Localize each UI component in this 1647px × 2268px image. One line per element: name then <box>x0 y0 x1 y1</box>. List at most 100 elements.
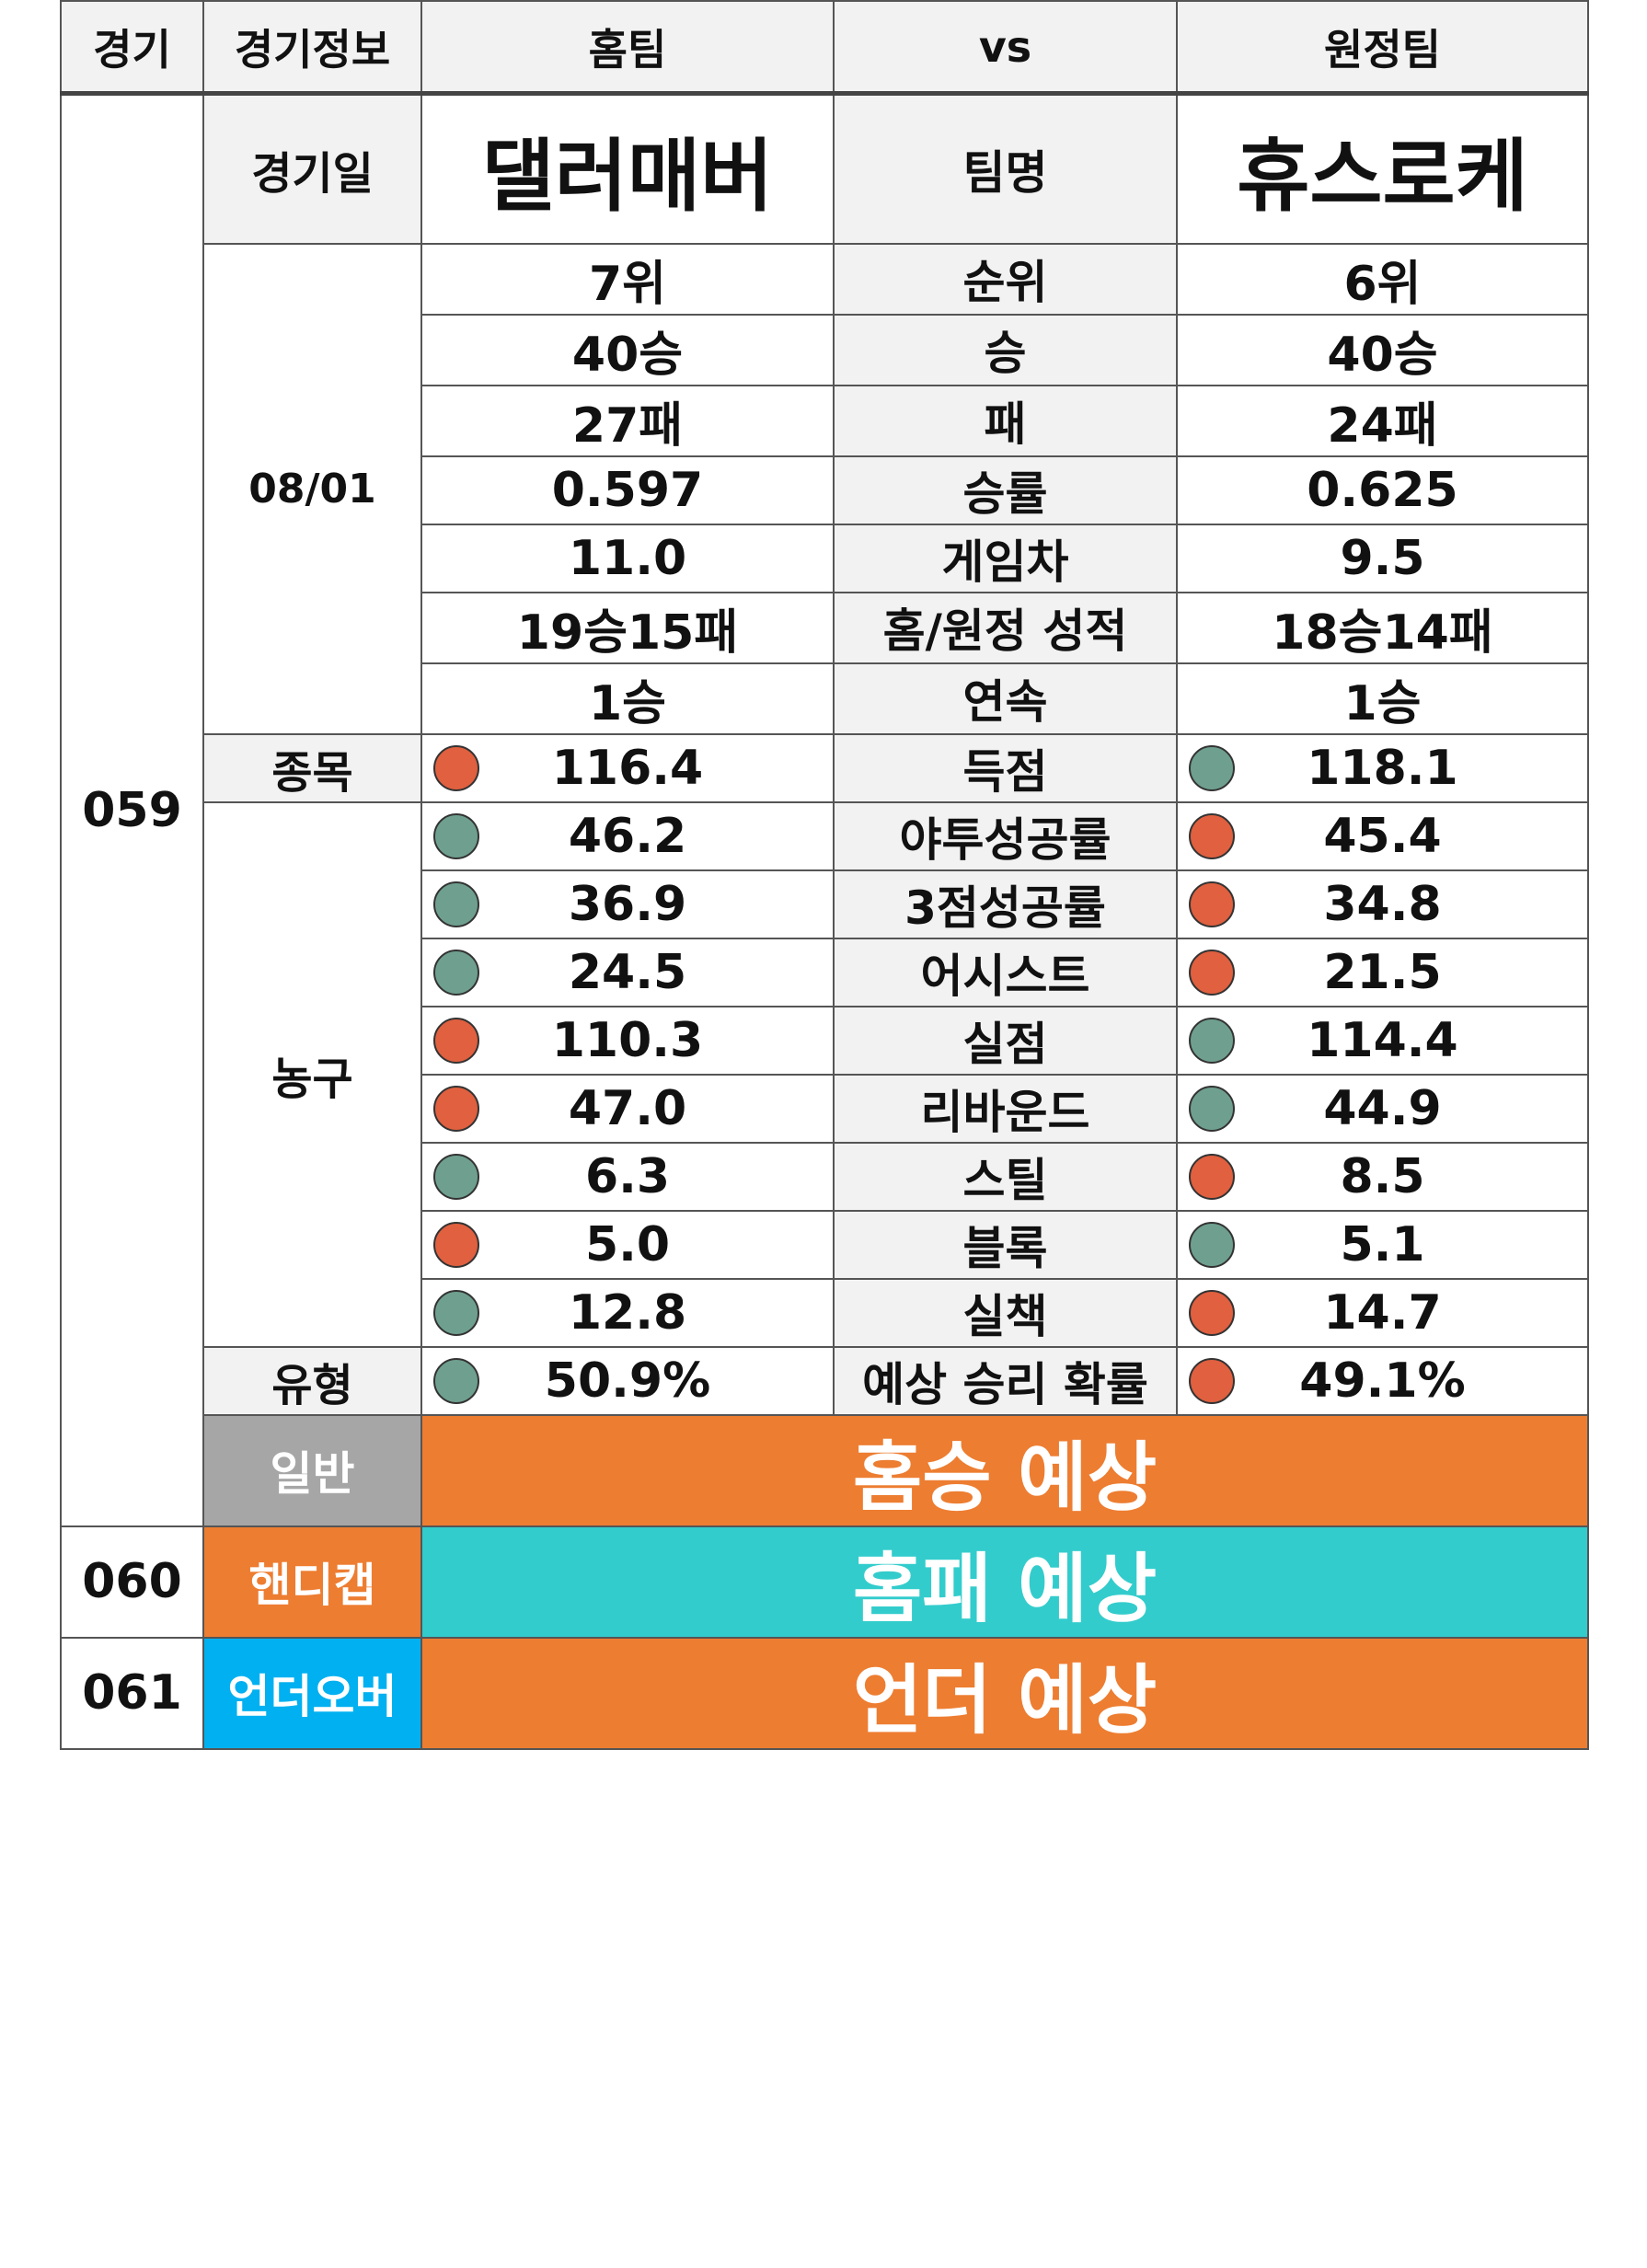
record-row: 0.597 승률 0.625 <box>61 455 1589 525</box>
red-dot-icon <box>1189 1357 1235 1404</box>
stat-row: 110.3 실점 114.4 <box>61 1005 1589 1076</box>
stat-away-cell: 34.8 <box>1176 869 1589 939</box>
stat-away-value: 14.7 <box>1323 1284 1442 1341</box>
green-dot-icon <box>433 881 479 927</box>
header-home: 홈팀 <box>420 0 835 96</box>
stat-label: 예상 승리 확률 <box>833 1345 1178 1416</box>
stat-home-value: 110.3 <box>551 1012 704 1068</box>
red-dot-icon <box>1189 1153 1235 1200</box>
record-away-value: 6위 <box>1176 242 1589 316</box>
record-label: 게임차 <box>833 523 1178 593</box>
stat-label: 실책 <box>833 1277 1178 1348</box>
record-row: 27패 패 24패 <box>61 384 1589 457</box>
game-number: 060 <box>60 1525 204 1639</box>
stat-home-cell: 46.2 <box>420 800 835 871</box>
stat-home-cell: 116.4 <box>420 732 835 803</box>
red-dot-icon <box>1189 1289 1235 1336</box>
stat-label: 블록 <box>833 1209 1178 1280</box>
record-row: 11.0 게임차 9.5 <box>61 523 1589 593</box>
stat-home-cell: 50.9% <box>420 1345 835 1416</box>
stat-row: 농구 46.2 야투성공률 45.4 <box>61 800 1589 1348</box>
green-dot-icon <box>433 812 479 859</box>
stat-home-value: 47.0 <box>568 1080 687 1136</box>
prediction-result: 홈승 예상 <box>420 1413 1589 1527</box>
record-home-value: 40승 <box>420 313 835 386</box>
record-home-value: 27패 <box>420 384 835 457</box>
record-home-value: 0.597 <box>420 455 835 525</box>
record-away-value: 24패 <box>1176 384 1589 457</box>
red-dot-icon <box>1189 812 1235 859</box>
stat-away-value: 5.1 <box>1340 1216 1425 1272</box>
stat-away-value: 21.5 <box>1323 944 1442 1000</box>
stat-row: 종목 116.4 득점 118.1 <box>61 732 1589 803</box>
stat-row: 12.8 실책 14.7 <box>61 1277 1589 1348</box>
record-home-value: 19승15패 <box>420 591 835 664</box>
red-dot-icon <box>433 1085 479 1132</box>
red-dot-icon <box>433 1221 479 1268</box>
stat-home-cell: 110.3 <box>420 1005 835 1076</box>
stat-home-value: 116.4 <box>551 740 704 796</box>
stat-away-cell: 14.7 <box>1176 1277 1589 1348</box>
stat-away-cell: 5.1 <box>1176 1209 1589 1280</box>
stat-home-cell: 47.0 <box>420 1073 835 1144</box>
prediction-row: 061 언더오버 언더 예상 <box>60 1636 1589 1750</box>
green-dot-icon <box>433 949 479 996</box>
green-dot-icon <box>433 1289 479 1336</box>
record-away-value: 18승14패 <box>1176 591 1589 664</box>
record-away-value: 0.625 <box>1176 455 1589 525</box>
game-number: 061 <box>60 1636 204 1750</box>
stat-away-value: 49.1% <box>1299 1353 1466 1409</box>
header-row: 경기 경기정보 홈팀 vs 원정팀 <box>60 0 1589 96</box>
green-dot-icon <box>433 1357 479 1404</box>
record-home-value: 7위 <box>420 242 835 316</box>
stat-away-value: 118.1 <box>1307 740 1458 796</box>
stat-label: 득점 <box>833 732 1178 803</box>
stat-away-cell: 21.5 <box>1176 937 1589 1007</box>
green-dot-icon <box>1189 1017 1235 1064</box>
match-analysis-table: 경기 경기정보 홈팀 vs 원정팀 059 경기일 댈러매버 팀명 휴스로케 0… <box>60 0 1589 1750</box>
prediction-result: 언더 예상 <box>420 1636 1589 1750</box>
stat-away-value: 34.8 <box>1323 876 1442 932</box>
stat-home-value: 12.8 <box>568 1284 687 1341</box>
record-label: 연속 <box>833 662 1178 735</box>
stat-label: 어시스트 <box>833 937 1178 1007</box>
stat-label: 실점 <box>833 1005 1178 1076</box>
match-date: 08/01 <box>202 242 422 735</box>
green-dot-icon <box>1189 1221 1235 1268</box>
sport-value: 농구 <box>202 800 422 1348</box>
stat-home-cell: 36.9 <box>420 869 835 939</box>
stat-home-value: 24.5 <box>568 944 687 1000</box>
record-row: 40승 승 40승 <box>61 313 1589 386</box>
stat-home-value: 46.2 <box>568 808 687 864</box>
stat-away-value: 45.4 <box>1323 808 1442 864</box>
stat-home-value: 6.3 <box>584 1148 671 1204</box>
record-home-value: 11.0 <box>420 523 835 593</box>
green-dot-icon <box>1189 1085 1235 1132</box>
date-label: 경기일 <box>202 92 422 245</box>
record-label: 순위 <box>833 242 1178 316</box>
red-dot-icon <box>1189 949 1235 996</box>
stat-away-value: 114.4 <box>1307 1012 1458 1068</box>
stat-row: 6.3 스틸 8.5 <box>61 1141 1589 1212</box>
stat-home-cell: 6.3 <box>420 1141 835 1212</box>
record-label: 승 <box>833 313 1178 386</box>
stat-home-cell: 5.0 <box>420 1209 835 1280</box>
prediction-type: 일반 <box>202 1413 422 1527</box>
record-row: 1승 연속 1승 <box>61 662 1589 735</box>
red-dot-icon <box>433 1017 479 1064</box>
stat-away-cell: 114.4 <box>1176 1005 1589 1076</box>
record-away-value: 9.5 <box>1176 523 1589 593</box>
header-game: 경기 <box>60 0 204 96</box>
home-team-name: 댈러매버 <box>420 92 835 245</box>
stat-home-cell: 12.8 <box>420 1277 835 1348</box>
team-name-label: 팀명 <box>833 92 1178 245</box>
prediction-row: 060 핸디캡 홈패 예상 <box>60 1525 1589 1639</box>
stat-row: 유형 50.9% 예상 승리 확률 49.1% <box>61 1345 1589 1416</box>
prediction-result: 홈패 예상 <box>420 1525 1589 1639</box>
stat-row: 5.0 블록 5.1 <box>61 1209 1589 1280</box>
stat-label: 3점성공률 <box>833 869 1178 939</box>
type-label: 유형 <box>202 1345 422 1416</box>
record-away-value: 40승 <box>1176 313 1589 386</box>
record-home-value: 1승 <box>420 662 835 735</box>
stat-home-cell: 24.5 <box>420 937 835 1007</box>
